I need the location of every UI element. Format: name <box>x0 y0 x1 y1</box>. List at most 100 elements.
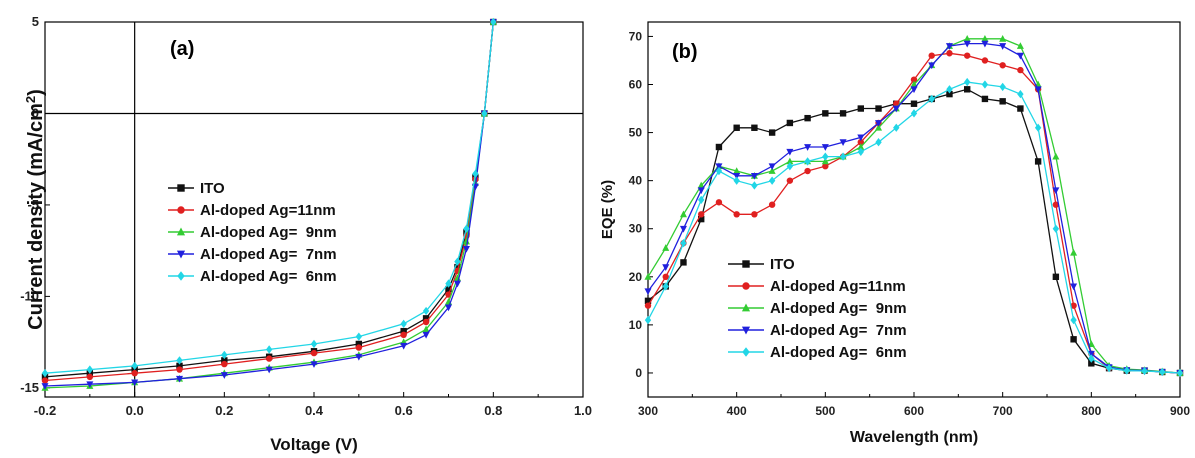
data-point <box>41 377 49 384</box>
data-point <box>1034 86 1042 94</box>
legend-entry: Al-doped Ag=11nm <box>200 202 336 219</box>
chart-panel-a: -0.2 0.0 0.2 0.4 0.6 0.8 1.0 -15 -10 -5 0 5 (a) Volta… <box>20 14 592 454</box>
data-point <box>839 110 847 117</box>
legend-marker <box>176 250 186 259</box>
x-axis-label: Wavelength (nm) <box>850 429 978 446</box>
data-point <box>131 370 138 377</box>
legend: ITO Al-doped Ag=11nm Al-doped Ag= 9nm Al-do… <box>168 180 337 285</box>
panel-label: (a) <box>170 38 194 60</box>
data-point <box>733 211 740 218</box>
data-point <box>1088 360 1095 367</box>
data-point <box>715 143 723 151</box>
y-tick-label: 5 <box>32 14 39 29</box>
x-tick-label: 500 <box>815 404 835 418</box>
data-point <box>928 94 935 104</box>
data-point <box>999 43 1007 50</box>
legend-entry: Al-doped Ag= 6nm <box>200 268 337 285</box>
data-point <box>175 375 184 383</box>
data-point <box>910 80 918 88</box>
data-point <box>981 95 989 103</box>
data-point <box>1087 350 1095 358</box>
data-point <box>86 381 94 389</box>
panel-label: (b) <box>672 41 698 63</box>
y-tick-label: 50 <box>629 126 643 140</box>
series-line <box>647 88 1181 374</box>
legend-entry: Al-doped Ag= 6nm <box>770 344 907 361</box>
data-point <box>462 237 470 245</box>
data-point <box>481 109 488 118</box>
x-axis-label: Voltage (V) <box>270 435 358 454</box>
data-point <box>355 340 363 348</box>
data-point <box>1052 224 1060 233</box>
data-point <box>454 263 461 271</box>
data-point <box>680 259 687 266</box>
data-point <box>875 138 882 147</box>
data-point <box>221 357 228 364</box>
data-point <box>644 315 652 325</box>
data-point <box>444 304 453 312</box>
data-point <box>697 181 705 189</box>
legend-entry: ITO <box>200 180 225 197</box>
series-ag9 <box>644 34 1184 376</box>
data-point <box>733 124 740 131</box>
legend-entry: Al-doped Ag= 9nm <box>770 300 907 317</box>
series-ag7 <box>41 19 497 390</box>
data-point <box>679 225 687 233</box>
data-point <box>265 355 273 362</box>
data-point <box>400 327 407 335</box>
data-point <box>733 167 741 174</box>
data-point <box>733 176 740 185</box>
series-ag6 <box>644 77 1184 378</box>
legend-marker <box>177 206 185 214</box>
data-point <box>964 52 971 59</box>
x-tick-label: 0.8 <box>484 403 502 418</box>
x-tick-label: -0.2 <box>34 403 56 418</box>
data-point <box>698 215 705 223</box>
data-point <box>821 144 829 151</box>
data-point <box>1159 367 1166 377</box>
data-point <box>839 139 847 147</box>
data-point <box>422 315 430 322</box>
legend-entry: ITO <box>770 256 795 273</box>
data-point <box>822 152 829 161</box>
legend-marker <box>742 260 750 268</box>
data-point <box>750 172 758 180</box>
data-point <box>945 43 953 50</box>
data-point <box>999 82 1006 92</box>
data-point <box>786 157 794 165</box>
data-point <box>697 187 705 195</box>
data-point <box>1105 363 1113 373</box>
data-point <box>462 245 470 253</box>
data-point <box>892 105 900 113</box>
data-point <box>786 162 794 171</box>
x-tick-label: 0.0 <box>126 403 144 418</box>
data-point <box>310 349 318 357</box>
data-point <box>463 224 470 233</box>
data-point <box>1088 354 1095 363</box>
y-tick-label: 30 <box>629 222 643 236</box>
data-point <box>422 306 430 316</box>
data-point <box>964 77 971 87</box>
data-point <box>1176 368 1184 378</box>
data-point <box>910 100 918 107</box>
data-point <box>698 211 705 218</box>
data-point <box>804 114 811 122</box>
series-ag7 <box>644 40 1184 377</box>
legend-entry: Al-doped Ag= 9nm <box>200 224 337 241</box>
y-tick-label: -15 <box>20 380 39 395</box>
x-tick-label: 1.0 <box>574 403 592 418</box>
data-point <box>1017 66 1024 74</box>
data-point <box>1052 273 1060 281</box>
data-point <box>733 172 741 180</box>
data-point <box>220 372 228 379</box>
data-point <box>981 80 989 89</box>
series-ag6 <box>41 17 497 378</box>
data-point <box>490 17 497 27</box>
data-point <box>662 244 670 251</box>
data-point <box>1123 366 1130 375</box>
x-tick-label: 400 <box>727 404 747 418</box>
data-point <box>928 62 936 70</box>
data-point <box>453 280 461 288</box>
data-point <box>131 361 138 371</box>
